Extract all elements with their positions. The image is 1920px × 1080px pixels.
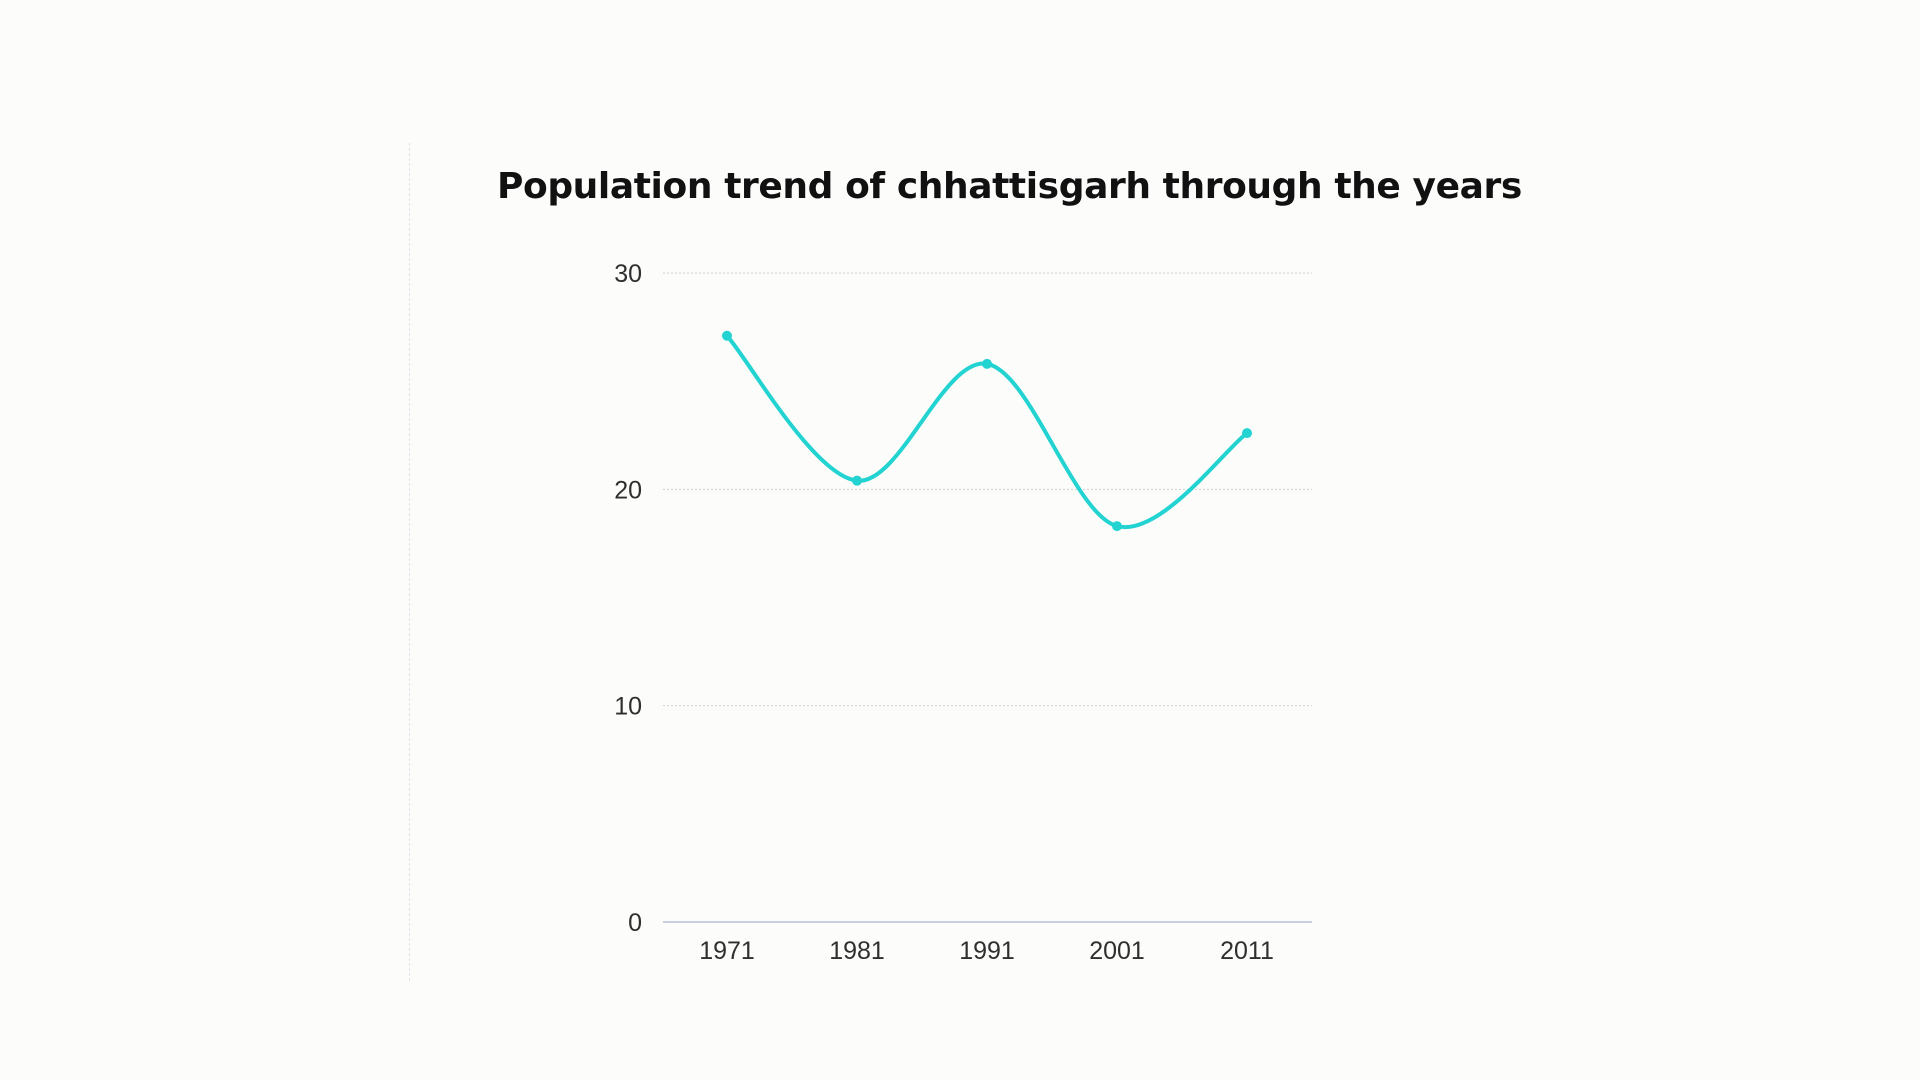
gridlines [663,272,1312,923]
y-tick-label: 10 [614,693,642,721]
data-point [852,475,862,486]
data-point [1242,428,1252,439]
x-axis-ticks: 1971 1981 1991 2001 2011 [699,937,1274,965]
y-tick-label: 30 [614,260,642,288]
x-tick-label: 1981 [829,937,885,965]
x-tick-label: 1991 [959,937,1015,965]
data-point [982,358,992,369]
x-tick-label: 2011 [1220,937,1274,965]
x-tick-label: 2001 [1089,937,1145,965]
data-point [1112,521,1122,532]
y-tick-label: 0 [628,909,642,937]
chart-title: Population trend of chhattisgarh through… [497,166,1522,207]
series-points [722,330,1252,532]
x-tick-label: 1971 [699,937,755,965]
data-point [722,330,732,341]
y-axis-ticks: 0 10 20 30 [614,260,642,937]
y-tick-label: 20 [614,476,642,504]
side-divider [409,143,410,981]
